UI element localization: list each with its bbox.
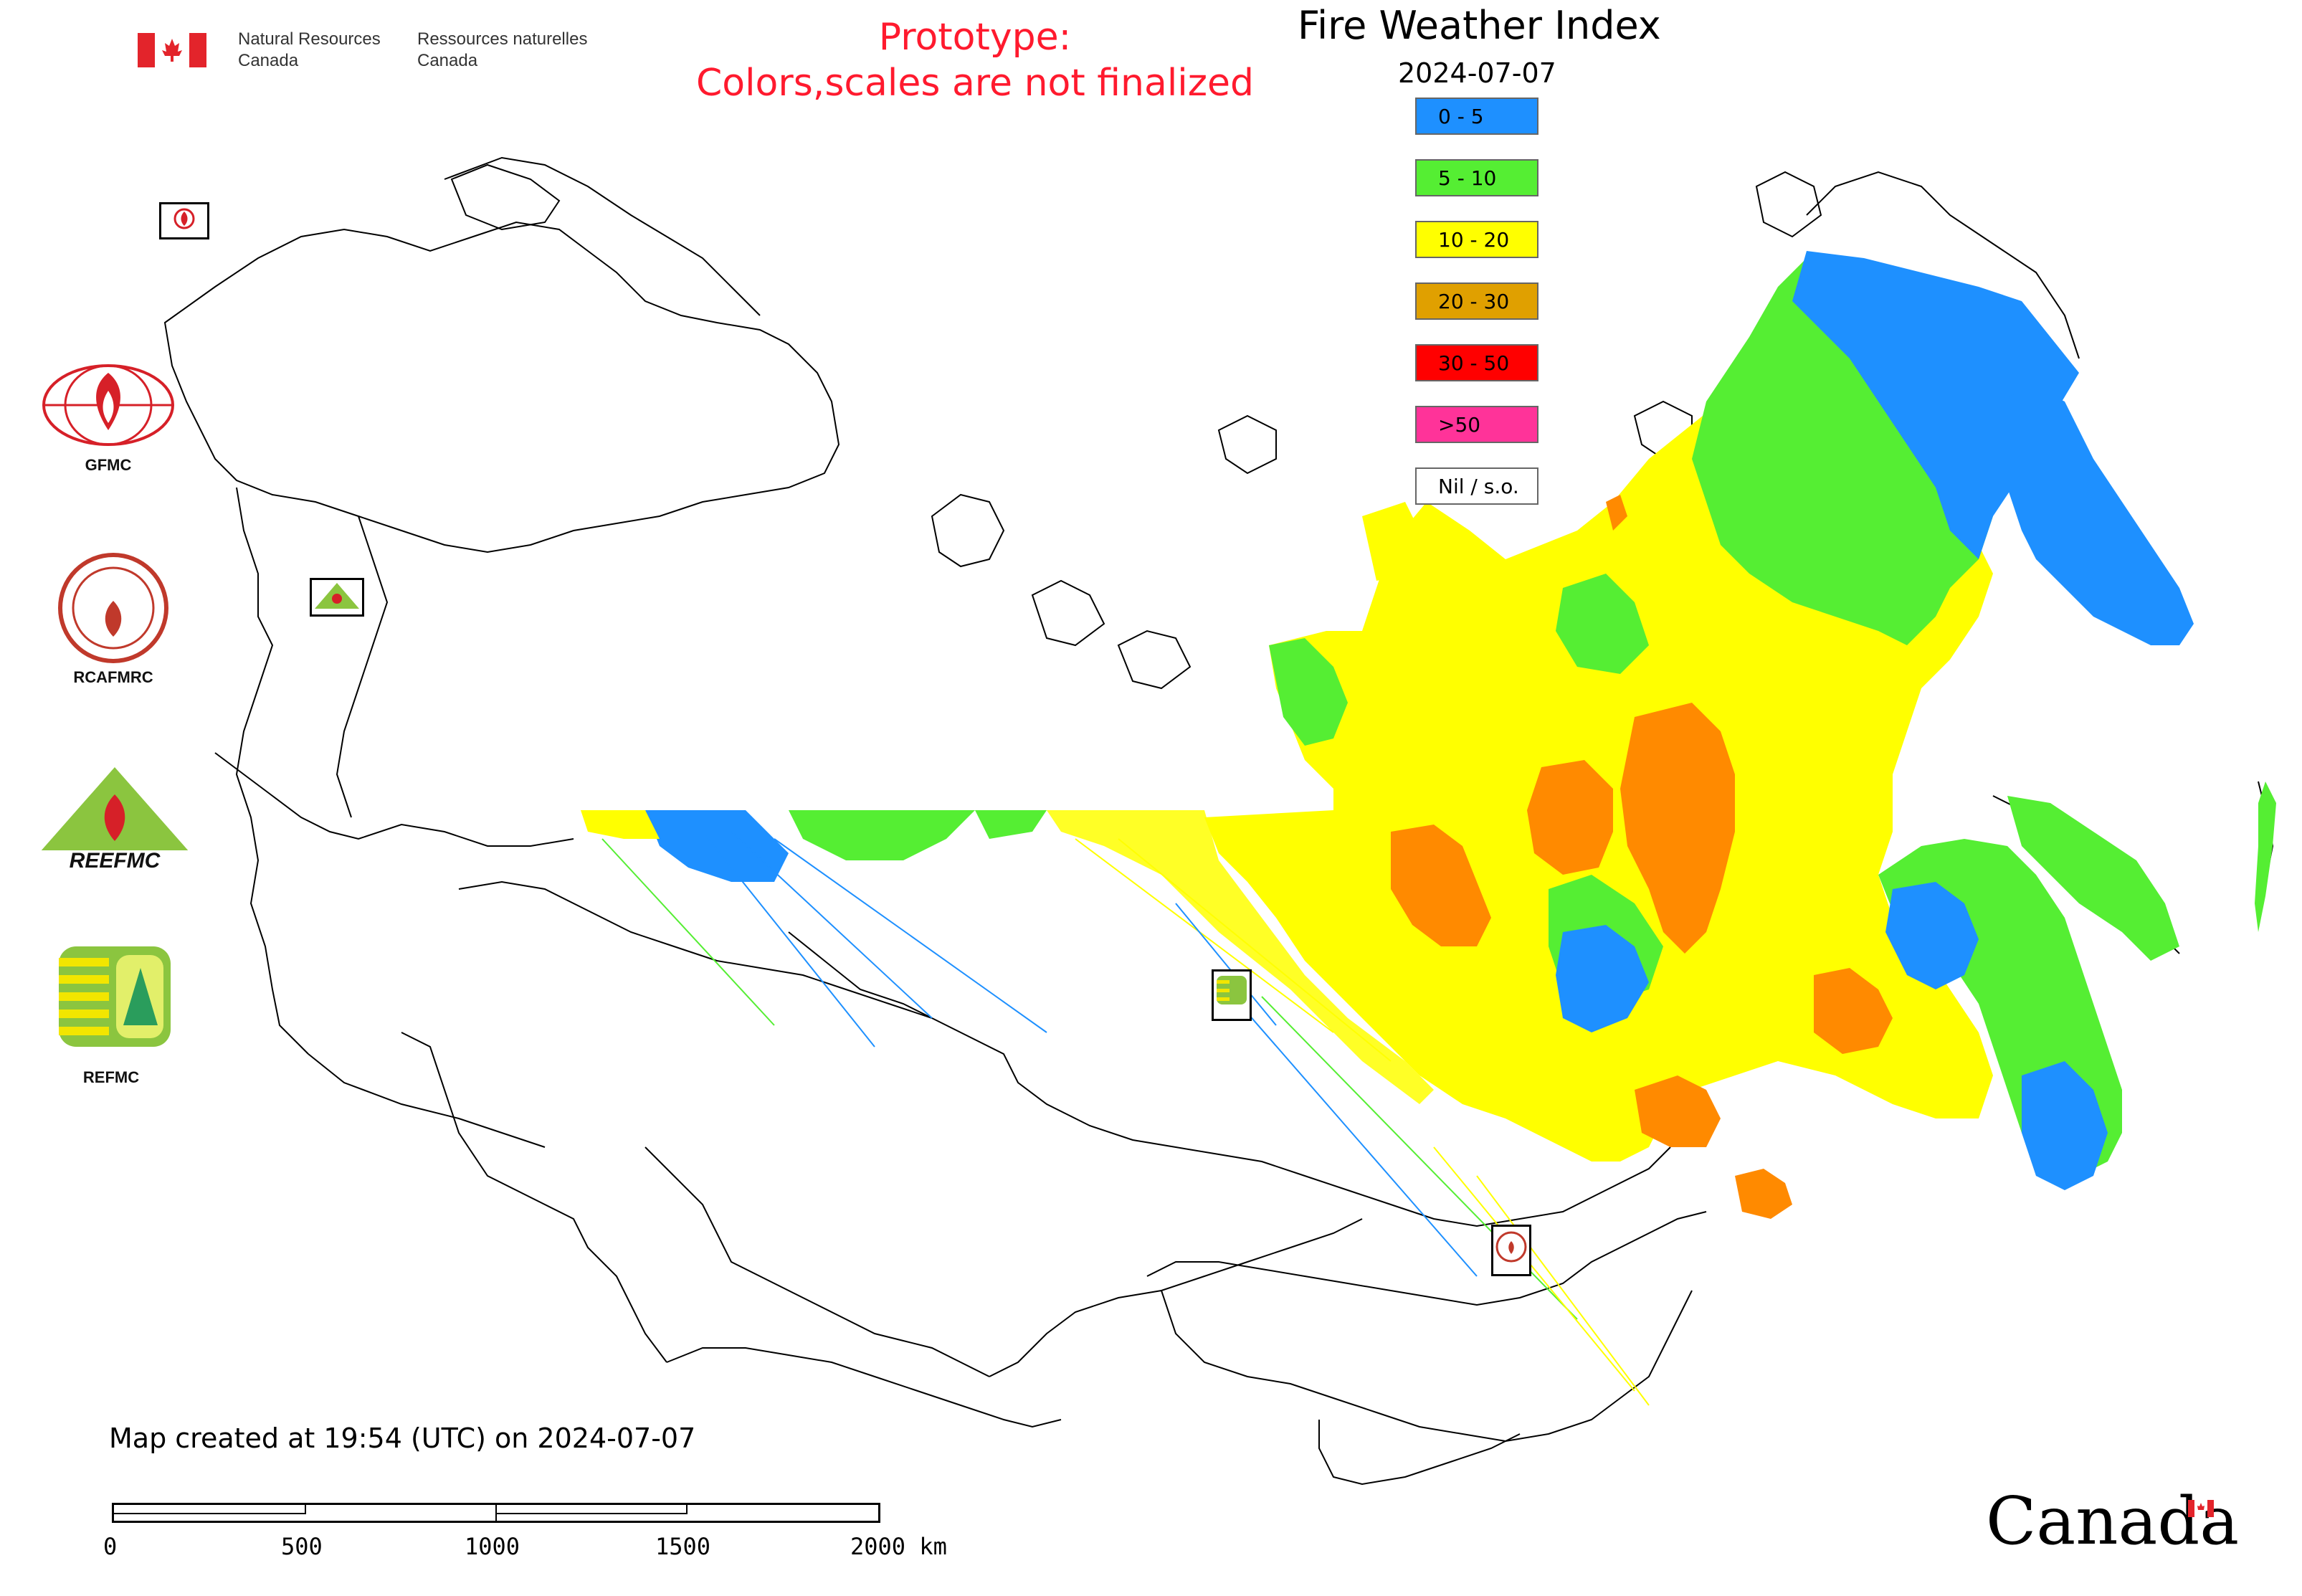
dept-name-fr: Ressources naturelles Canada (417, 29, 588, 70)
legend-item-nil: Nil / s.o. (1415, 467, 1538, 505)
scale-label-2000: 2000 km (850, 1533, 947, 1560)
refmc-label: REFMC (82, 1068, 140, 1086)
canada-flag-icon (138, 33, 206, 67)
scale-bar (112, 1503, 880, 1523)
canada-wordmark-flag-icon (2188, 1500, 2214, 1517)
map-date: 2024-07-07 (1398, 57, 1556, 89)
map-created-timestamp: Map created at 19:54 (UTC) on 2024-07-07 (109, 1422, 696, 1454)
prototype-notice: Prototype: Colors,scales are not finaliz… (695, 16, 1255, 105)
refmc-marker-icon (1212, 969, 1252, 1021)
scale-label-0: 0 (103, 1533, 118, 1560)
legend-item-20-30: 20 - 30 (1415, 282, 1538, 320)
map-title: Fire Weather Index (1298, 3, 1661, 48)
gfmc-logo-icon (40, 358, 176, 452)
rcafmrc-label: RCAFMRC (73, 668, 153, 686)
region-green (1692, 258, 1993, 645)
gfmc-marker-icon (159, 202, 209, 239)
rcafmrc-logo-icon (56, 551, 171, 665)
legend-item-50-plus: >50 (1415, 406, 1538, 443)
reefmc-logo-icon: REEFMC (39, 766, 191, 873)
scale-label-1500: 1500 (655, 1533, 711, 1560)
reefmc-marker-icon (310, 578, 364, 617)
reefmc-wordmark: REEFMC (69, 849, 161, 873)
gfmc-label: GFMC (85, 456, 132, 474)
legend-item-30-50: 30 - 50 (1415, 344, 1538, 381)
legend-item-5-10: 5 - 10 (1415, 159, 1538, 196)
refmc-logo-icon (59, 946, 171, 1047)
fwi-regions (581, 251, 2276, 1219)
legend-item-10-20: 10 - 20 (1415, 221, 1538, 258)
rcafmrc-marker-icon (1491, 1225, 1531, 1276)
region-orange (1620, 703, 1735, 954)
canada-wordmark: Canada (1986, 1483, 2240, 1559)
scale-label-1000: 1000 (465, 1533, 520, 1560)
dept-name-en: Natural Resources Canada (238, 29, 381, 70)
legend-item-0-5: 0 - 5 (1415, 98, 1538, 135)
scale-label-500: 500 (281, 1533, 323, 1560)
